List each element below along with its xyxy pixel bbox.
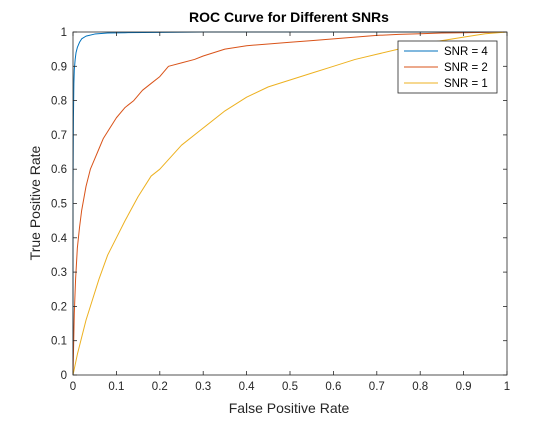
legend: SNR = 4 SNR = 2 SNR = 1: [397, 40, 498, 94]
y-tick-label: 0.9: [51, 61, 67, 73]
y-tick-label: 0.4: [51, 233, 68, 245]
legend-label-1: SNR = 4: [444, 46, 488, 58]
y-tick-label: 0.7: [51, 130, 67, 142]
legend-items: SNR = 4 SNR = 2 SNR = 1: [404, 46, 488, 90]
chart-title: ROC Curve for Different SNRs: [189, 9, 389, 25]
x-tick-label: 0.2: [152, 381, 168, 393]
x-tick-label: 0.9: [456, 381, 472, 393]
y-axis-label: True Positive Rate: [27, 145, 43, 260]
x-tick-label: 0.8: [412, 381, 428, 393]
y-tick-label: 0.1: [51, 336, 67, 348]
y-tick-label: 1: [61, 27, 67, 39]
x-tick-label: 1: [504, 381, 510, 393]
y-tick-label: 0.2: [51, 301, 67, 313]
y-tick-label: 0.6: [51, 164, 67, 176]
x-tick-label: 0.4: [239, 381, 256, 393]
x-tick-label: 0.1: [108, 381, 124, 393]
x-tick-label: 0.6: [325, 381, 341, 393]
x-axis-label: False Positive Rate: [229, 400, 350, 416]
y-tick-label: 0.8: [51, 96, 67, 108]
x-tick-label: 0.7: [369, 381, 385, 393]
y-ticks: 0 0.1 0.2 0.3 0.4 0.5 0.6 0.7 0.8 0.9 1: [51, 27, 507, 382]
legend-label-2: SNR = 2: [444, 62, 488, 74]
x-ticks: 0 0.1 0.2 0.3 0.4 0.5 0.6 0.7 0.8 0.9 1: [70, 32, 510, 393]
legend-label-3: SNR = 1: [444, 78, 488, 90]
x-tick-label: 0.3: [195, 381, 211, 393]
y-tick-label: 0.3: [51, 267, 67, 279]
y-tick-label: 0.5: [51, 199, 67, 211]
x-tick-label: 0: [70, 381, 76, 393]
y-tick-label: 0: [61, 370, 67, 382]
x-tick-label: 0.5: [282, 381, 298, 393]
